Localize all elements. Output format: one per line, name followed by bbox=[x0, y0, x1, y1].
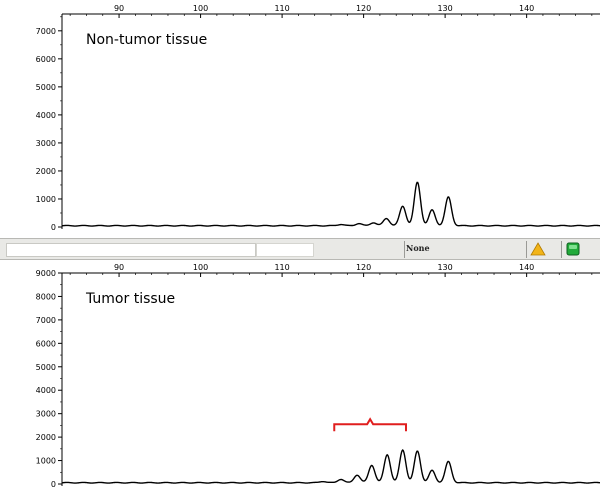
status-field-left bbox=[6, 243, 256, 257]
y-tick-label: 9000 bbox=[36, 269, 56, 278]
panel-label: Tumor tissue bbox=[85, 291, 175, 307]
y-tick-label: 2000 bbox=[36, 433, 56, 442]
status-field-middle bbox=[256, 243, 314, 257]
status-divider bbox=[404, 241, 405, 258]
y-tick-label: 4000 bbox=[36, 111, 56, 120]
y-tick-label: 0 bbox=[51, 480, 56, 489]
peak-bracket bbox=[333, 417, 407, 432]
y-tick-label: 3000 bbox=[36, 139, 56, 148]
y-tick-label: 1000 bbox=[36, 195, 56, 204]
y-tick-label: 7000 bbox=[36, 27, 56, 36]
y-tick-label: 8000 bbox=[36, 292, 56, 301]
tumor-electropherogram: 90 100 110 120 130 140 0 1000 2000 3000 4000 5000 60… bbox=[0, 262, 600, 492]
y-tick-label: 3000 bbox=[36, 410, 56, 419]
x-tick-label: 140 bbox=[519, 263, 534, 272]
panel-label: Non-tumor tissue bbox=[86, 32, 207, 48]
x-tick-label: 110 bbox=[274, 4, 289, 13]
x-tick-label: 90 bbox=[114, 263, 124, 272]
x-tick-label: 110 bbox=[274, 263, 289, 272]
y-tick-label: 0 bbox=[51, 223, 56, 232]
y-tick-label: 6000 bbox=[36, 339, 56, 348]
y-tick-label: 5000 bbox=[36, 83, 56, 92]
y-tick-label: 5000 bbox=[36, 363, 56, 372]
warning-triangle-icon[interactable] bbox=[530, 242, 546, 256]
y-tick-label: 6000 bbox=[36, 55, 56, 64]
x-tick-label: 130 bbox=[437, 263, 452, 272]
green-status-icon[interactable] bbox=[566, 242, 580, 256]
y-tick-label: 1000 bbox=[36, 457, 56, 466]
non-tumor-chart: 90 100 110 120 130 140 0 1000 2000 3000 4000 5000 60… bbox=[36, 4, 600, 232]
y-tick-label: 2000 bbox=[36, 167, 56, 176]
y-tick-label: 7000 bbox=[36, 316, 56, 325]
status-bar: None bbox=[0, 238, 600, 260]
y-tick-label: 4000 bbox=[36, 386, 56, 395]
x-tick-label: 100 bbox=[193, 263, 208, 272]
trace-line bbox=[61, 449, 600, 484]
tumor-chart: 90 100 110 120 130 140 0 1000 2000 3000 4000 5000 60… bbox=[36, 263, 600, 489]
trace-line bbox=[61, 181, 600, 227]
x-tick-label: 120 bbox=[356, 4, 371, 13]
status-divider bbox=[561, 241, 562, 258]
status-divider bbox=[526, 241, 527, 258]
x-tick-label: 100 bbox=[193, 4, 208, 13]
non-tumor-electropherogram: 90 100 110 120 130 140 0 1000 2000 3000 4000 5000 60… bbox=[0, 0, 600, 236]
status-text: None bbox=[406, 243, 430, 253]
x-tick-label: 120 bbox=[356, 263, 371, 272]
x-tick-label: 130 bbox=[437, 4, 452, 13]
x-tick-label: 90 bbox=[114, 4, 124, 13]
x-tick-label: 140 bbox=[519, 4, 534, 13]
